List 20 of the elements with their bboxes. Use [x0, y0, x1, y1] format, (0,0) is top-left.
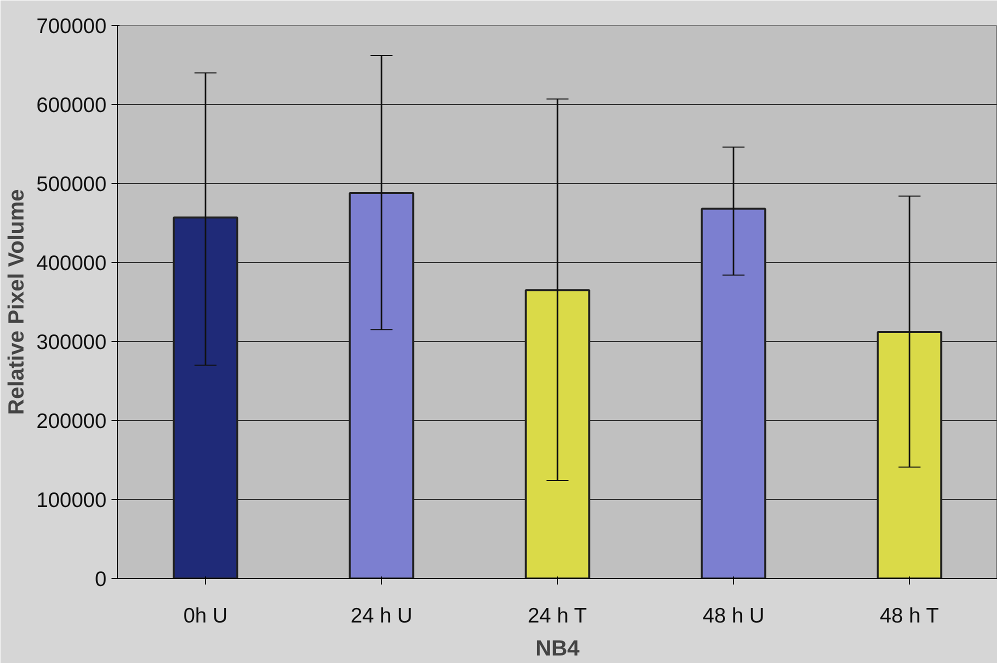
- x-tick-label: 48 h U: [702, 604, 764, 628]
- bar: [172, 216, 238, 578]
- bar: [348, 192, 414, 578]
- x-tick-label: 0h U: [183, 604, 228, 628]
- y-tick-label: 200000: [36, 410, 107, 433]
- y-tick-label: 0: [94, 568, 107, 591]
- bar: [700, 208, 766, 578]
- bar: [524, 289, 590, 578]
- y-tick-label: 400000: [36, 252, 107, 275]
- x-tick-label: 24 h U: [350, 604, 412, 628]
- y-tick-label: 600000: [36, 94, 107, 117]
- y-tick-label: 100000: [36, 489, 107, 512]
- x-tick-label: 48 h T: [880, 604, 940, 628]
- x-tick-label: 24 h T: [528, 604, 588, 628]
- x-axis-title: NB4: [535, 636, 580, 660]
- y-tick-label: 500000: [36, 173, 107, 196]
- y-axis-title: Relative Pixel Volume: [3, 189, 28, 415]
- bar: [876, 331, 942, 578]
- y-tick-label: 700000: [36, 15, 107, 38]
- y-tick-label: 300000: [36, 331, 107, 354]
